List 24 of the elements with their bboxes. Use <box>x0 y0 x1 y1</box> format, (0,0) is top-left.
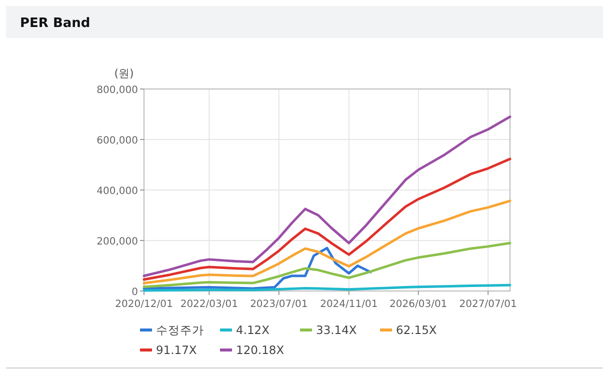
x-tick-label: 2020/12/01 <box>115 299 173 310</box>
y-tick-label: 200,000 <box>96 236 138 248</box>
legend-label: 62.15X <box>396 323 437 337</box>
y-tick-label: 0 <box>132 287 138 298</box>
x-tick-label: 2024/11/01 <box>320 299 378 310</box>
line-series <box>142 158 512 281</box>
legend-label: 33.14X <box>316 323 357 337</box>
y-tick-label: 600,000 <box>96 136 138 146</box>
legend-label: 수정주가 <box>156 323 204 337</box>
x-tick-label: 2027/07/01 <box>459 299 517 310</box>
line-series <box>142 246 372 290</box>
y-tick-label: 800,000 <box>96 85 138 96</box>
x-tick-label: 2026/03/01 <box>390 299 448 310</box>
y-axis-title: (원) <box>114 67 134 80</box>
legend-label: 4.12X <box>236 323 270 337</box>
line-series <box>142 200 512 284</box>
line-series <box>142 116 512 278</box>
legend-label: 120.18X <box>236 343 284 357</box>
legend-label: 91.17X <box>156 343 197 357</box>
x-tick-label: 2023/07/01 <box>250 299 308 310</box>
x-tick-label: 2022/03/01 <box>180 299 238 310</box>
y-tick-label: 400,000 <box>96 186 138 197</box>
line-series <box>142 242 512 288</box>
chart-title: PER Band <box>20 16 90 31</box>
